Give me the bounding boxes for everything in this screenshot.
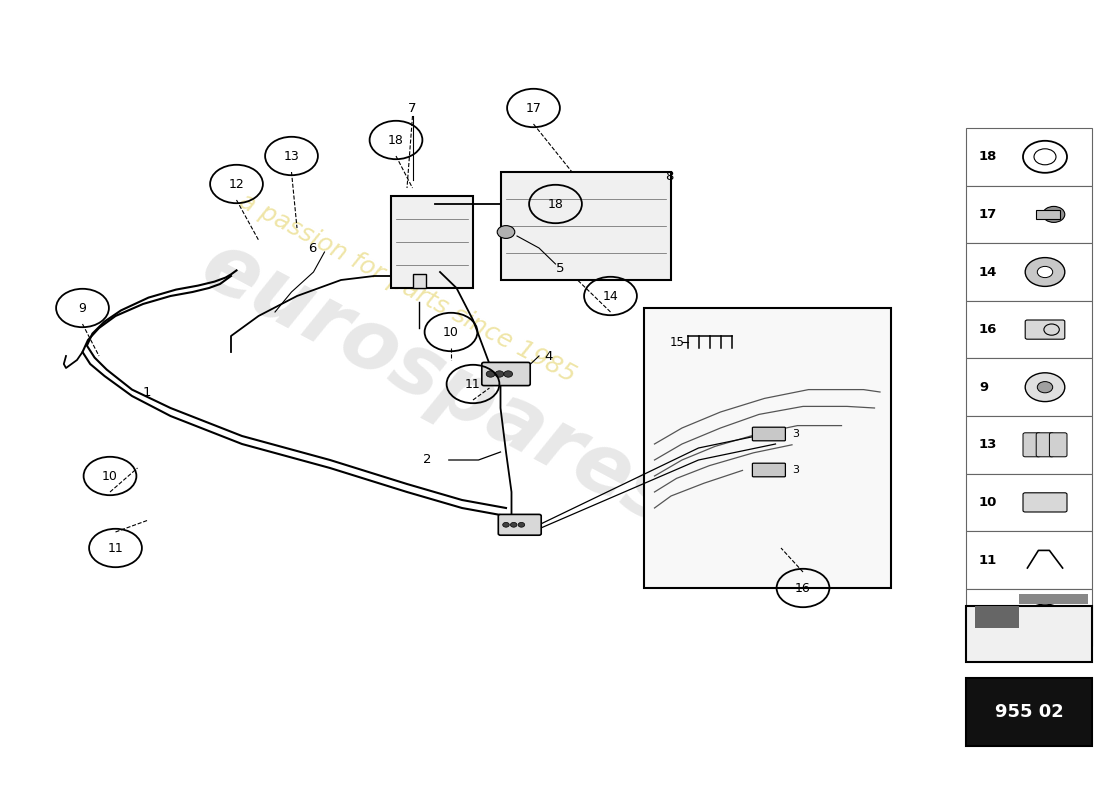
FancyBboxPatch shape	[1036, 433, 1054, 457]
Circle shape	[497, 226, 515, 238]
FancyBboxPatch shape	[752, 427, 785, 441]
Text: 9: 9	[979, 381, 988, 394]
Text: 1: 1	[143, 386, 152, 398]
Text: 15: 15	[669, 336, 684, 349]
Text: 3: 3	[792, 465, 799, 474]
FancyBboxPatch shape	[498, 514, 541, 535]
Circle shape	[486, 371, 495, 378]
Text: 14: 14	[603, 290, 618, 302]
Circle shape	[1025, 373, 1065, 402]
Text: a passion for parts since 1985: a passion for parts since 1985	[234, 189, 580, 387]
Text: 10: 10	[102, 470, 118, 482]
Bar	[966, 606, 1092, 662]
Text: 10: 10	[979, 496, 998, 509]
Circle shape	[1043, 206, 1065, 222]
Bar	[412, 274, 426, 288]
Text: 6: 6	[308, 242, 317, 254]
Text: 5: 5	[556, 262, 564, 274]
Text: eurospares: eurospares	[188, 225, 692, 543]
Bar	[644, 308, 891, 588]
Text: 10: 10	[443, 326, 459, 338]
Text: 18: 18	[388, 134, 404, 146]
Circle shape	[1025, 258, 1065, 286]
FancyBboxPatch shape	[1025, 320, 1065, 339]
Text: 17: 17	[526, 102, 541, 114]
Text: 16: 16	[795, 582, 811, 594]
Text: 11: 11	[108, 542, 123, 554]
Bar	[966, 358, 1092, 416]
Bar	[966, 678, 1092, 746]
Circle shape	[510, 522, 517, 527]
Text: 11: 11	[979, 554, 998, 566]
Bar	[966, 531, 1092, 589]
FancyBboxPatch shape	[1023, 493, 1067, 512]
Bar	[966, 243, 1092, 301]
Circle shape	[1026, 604, 1064, 631]
Bar	[966, 301, 1092, 358]
Text: 13: 13	[284, 150, 299, 162]
Text: 12: 12	[979, 611, 998, 624]
Bar	[966, 589, 1092, 646]
Text: 2: 2	[424, 454, 432, 466]
Text: 16: 16	[979, 323, 998, 336]
Circle shape	[518, 522, 525, 527]
Bar	[1019, 594, 1089, 605]
Circle shape	[1037, 266, 1053, 278]
FancyBboxPatch shape	[482, 362, 530, 386]
Bar	[966, 474, 1092, 531]
Text: 8: 8	[666, 170, 674, 182]
Circle shape	[504, 371, 513, 378]
FancyBboxPatch shape	[752, 463, 785, 477]
Bar	[966, 416, 1092, 474]
Circle shape	[495, 371, 504, 378]
Circle shape	[1037, 382, 1053, 393]
FancyBboxPatch shape	[1023, 433, 1041, 457]
Bar	[966, 186, 1092, 243]
Text: 11: 11	[465, 378, 481, 390]
Bar	[1036, 210, 1060, 219]
Text: 17: 17	[979, 208, 998, 221]
FancyBboxPatch shape	[1049, 433, 1067, 457]
Circle shape	[1038, 608, 1052, 618]
Circle shape	[503, 522, 509, 527]
Text: 13: 13	[979, 438, 998, 451]
Text: 4: 4	[544, 350, 553, 362]
Text: 18: 18	[548, 198, 563, 210]
Text: 955 02: 955 02	[994, 703, 1064, 722]
Bar	[975, 606, 1019, 629]
Text: 3: 3	[792, 429, 799, 438]
Text: 7: 7	[408, 102, 417, 114]
FancyBboxPatch shape	[390, 196, 473, 288]
Text: 18: 18	[979, 150, 998, 163]
Text: 9: 9	[78, 302, 87, 314]
Text: 14: 14	[979, 266, 998, 278]
Text: 12: 12	[229, 178, 244, 190]
FancyBboxPatch shape	[500, 172, 671, 280]
Bar	[966, 128, 1092, 186]
